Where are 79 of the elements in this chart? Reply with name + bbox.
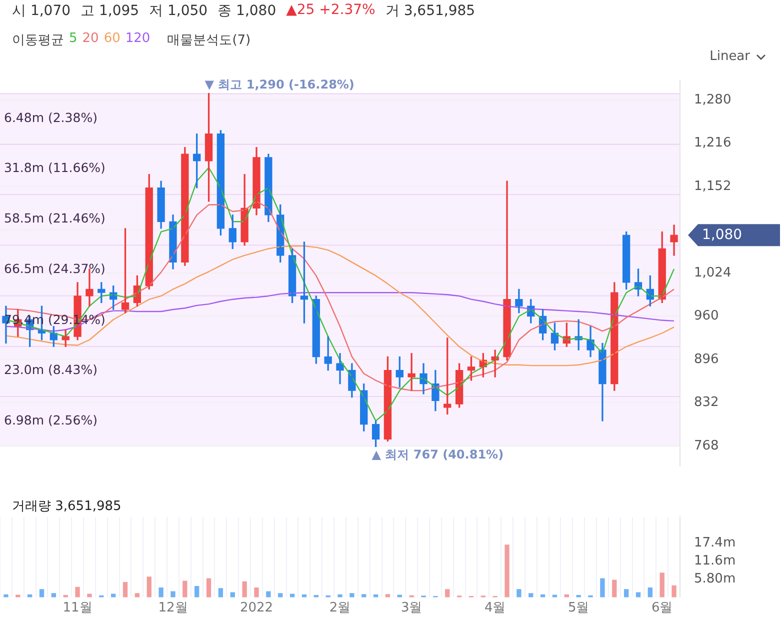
bar	[624, 589, 629, 598]
text: 60	[104, 31, 120, 48]
bar	[385, 594, 390, 598]
bar	[134, 593, 140, 598]
bar	[242, 581, 247, 598]
chart-title: 거래량 3,651,985	[12, 498, 122, 515]
bar	[39, 589, 44, 598]
bar	[158, 588, 164, 598]
bar	[146, 576, 152, 598]
annotation: ▲ 최저 767 (40.81%)	[372, 448, 504, 462]
bar	[528, 593, 534, 598]
bar	[51, 593, 56, 598]
y-tick-label: 11.6m	[694, 554, 736, 569]
y-tick-label: 5.80m	[694, 572, 736, 587]
text: 1,080	[702, 226, 742, 243]
text: 20	[82, 31, 99, 48]
text: 고 1,095	[80, 2, 140, 20]
y-tick-label: 1,216	[694, 136, 732, 151]
bar	[122, 582, 128, 598]
x-tick-label: 6월	[651, 600, 673, 616]
bar	[612, 580, 617, 598]
text: ▲25 +2.37%	[286, 2, 376, 20]
annotation: ▼ 최고 1,290 (-16.28%)	[204, 77, 354, 92]
bar	[194, 586, 200, 598]
bar	[350, 593, 354, 598]
bar	[182, 580, 188, 598]
band-label: 58.5m (21.46%)	[4, 210, 106, 226]
bar	[397, 594, 402, 598]
x-tick-label: 3월	[400, 600, 422, 616]
text: 거 3,651,985	[385, 2, 476, 20]
text: Linear	[710, 49, 750, 64]
x-tick-label: 12월	[158, 600, 188, 616]
bar	[16, 594, 20, 598]
bar	[552, 594, 558, 598]
x-tick-label: 4월	[484, 600, 506, 616]
text: 5	[69, 31, 78, 48]
bar	[206, 578, 212, 598]
band-label: 6.98m (2.56%)	[4, 412, 98, 428]
bar	[170, 591, 176, 598]
x-tick-label: 2월	[329, 600, 351, 616]
y-tick-label: 1,024	[694, 265, 732, 280]
band-label: 66.5m (24.37%)	[4, 261, 106, 276]
bar	[660, 572, 664, 598]
y-tick-label: 896	[694, 352, 719, 367]
band-label: 23.0m (8.43%)	[4, 362, 98, 378]
bar	[254, 588, 259, 598]
text: 종 1,080	[218, 2, 276, 20]
bar	[648, 588, 653, 598]
y-tick-label: 17.4m	[694, 535, 736, 550]
bar	[338, 594, 342, 598]
bar	[218, 588, 224, 598]
bar	[445, 589, 450, 598]
bar	[516, 589, 522, 598]
y-tick-label: 832	[694, 395, 719, 410]
bar	[75, 586, 80, 598]
bar	[362, 594, 366, 598]
text: 저 1,050	[149, 2, 208, 20]
bar	[266, 591, 271, 598]
bar	[672, 585, 676, 598]
bar	[4, 594, 8, 598]
y-tick-label: 768	[694, 438, 719, 454]
bar	[636, 592, 641, 598]
y-tick-label: 960	[694, 308, 719, 324]
bar	[87, 594, 92, 598]
x-tick-label: 5월	[568, 600, 590, 616]
y-tick-label: 1,280	[694, 92, 732, 108]
bar	[600, 578, 605, 598]
bar	[230, 592, 235, 598]
x-tick-label: 11월	[62, 600, 92, 616]
bar	[504, 544, 510, 598]
text: 매물분석도(7)	[167, 32, 251, 49]
legend-title: 이동평균	[12, 32, 64, 49]
band-label: 31.8m (11.66%)	[4, 160, 106, 176]
text: 120	[125, 31, 150, 48]
y-tick-label: 1,152	[694, 178, 732, 194]
x-tick-label: 2022	[240, 600, 274, 616]
band-label: 6.48m (2.38%)	[4, 110, 98, 125]
bar	[278, 593, 283, 598]
text: 시 1,070	[12, 2, 71, 20]
